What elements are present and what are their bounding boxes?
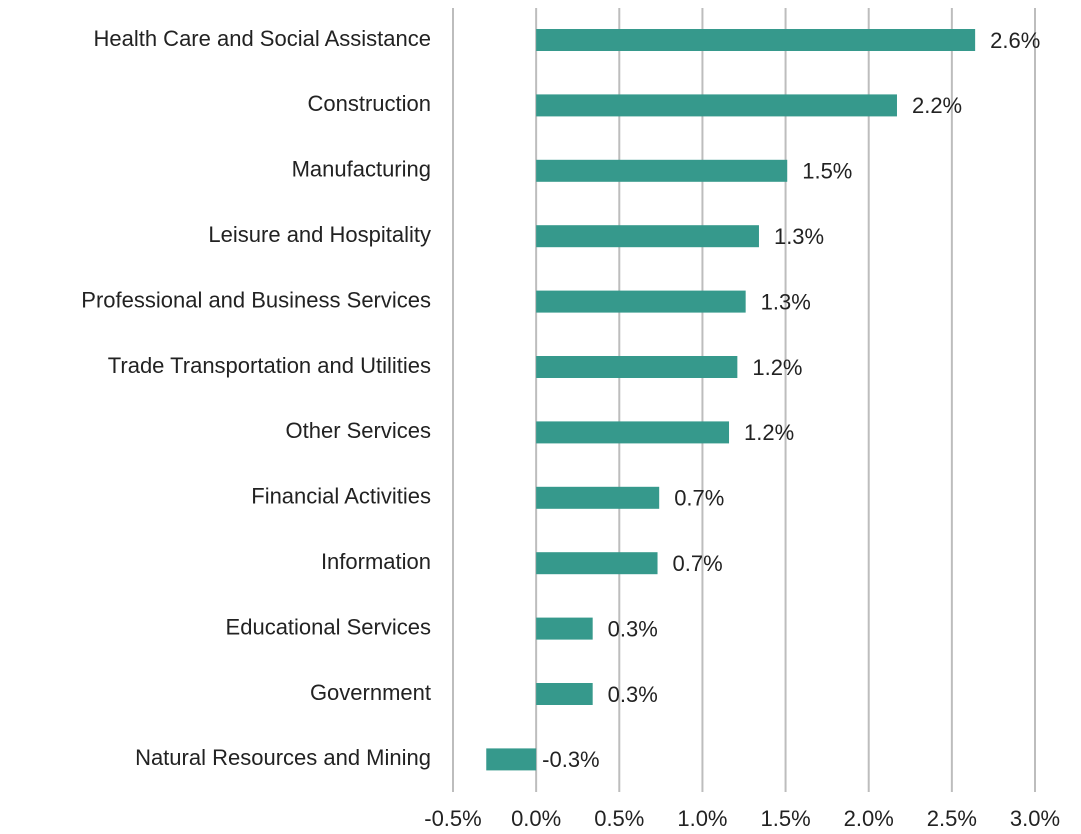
bar <box>536 617 593 640</box>
y-tick-label: Leisure and Hospitality <box>208 222 431 247</box>
x-tick-label: 0.5% <box>594 806 644 831</box>
x-tick-label: 1.0% <box>677 806 727 831</box>
y-tick-label: Professional and Business Services <box>81 287 431 312</box>
bar <box>536 356 738 378</box>
bar <box>536 683 593 705</box>
value-label: 0.3% <box>608 682 658 707</box>
bar <box>486 748 537 771</box>
bar <box>536 225 759 248</box>
bar <box>536 290 746 313</box>
value-label: 0.7% <box>673 551 723 576</box>
y-tick-label: Construction <box>307 91 431 116</box>
value-label: 1.5% <box>802 159 852 184</box>
bar <box>536 486 660 509</box>
x-tick-label: -0.5% <box>424 806 481 831</box>
y-tick-label: Manufacturing <box>292 157 431 182</box>
bar <box>536 94 897 117</box>
x-tick-label: 3.0% <box>1010 806 1060 831</box>
y-tick-label: Health Care and Social Assistance <box>93 26 431 51</box>
bar <box>536 29 976 51</box>
value-label: 1.2% <box>744 420 794 445</box>
x-tick-label: 0.0% <box>511 806 561 831</box>
value-label: 2.6% <box>990 28 1040 53</box>
y-tick-label: Financial Activities <box>251 484 431 509</box>
value-label: 0.3% <box>608 616 658 641</box>
x-tick-label: 2.5% <box>927 806 977 831</box>
value-label: 1.3% <box>761 289 811 314</box>
y-tick-label: Educational Services <box>226 614 431 639</box>
x-tick-label: 1.5% <box>760 806 810 831</box>
bar <box>536 159 788 182</box>
value-label: 1.2% <box>752 355 802 380</box>
y-tick-label: Government <box>310 680 431 705</box>
y-tick-label: Natural Resources and Mining <box>135 745 431 770</box>
value-label: -0.3% <box>542 747 599 772</box>
x-tick-label: 2.0% <box>844 806 894 831</box>
bar <box>536 552 658 575</box>
value-label: 2.2% <box>912 93 962 118</box>
value-label: 0.7% <box>674 486 724 511</box>
bar <box>536 421 730 444</box>
y-tick-label: Trade Transportation and Utilities <box>108 353 431 378</box>
value-label: 1.3% <box>774 224 824 249</box>
y-tick-label: Information <box>321 549 431 574</box>
y-tick-label: Other Services <box>286 418 432 443</box>
